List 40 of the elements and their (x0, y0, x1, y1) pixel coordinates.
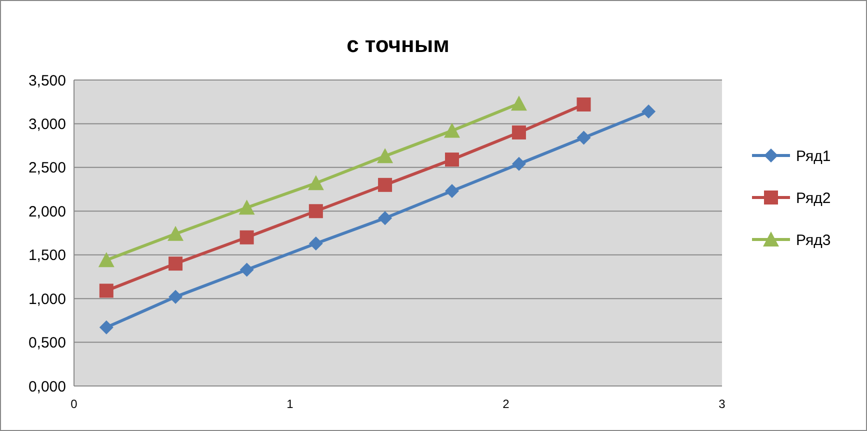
x-tick-label: 1 (286, 397, 294, 411)
point (378, 211, 392, 226)
point (308, 175, 324, 190)
y-tick-label: 0,000 (28, 378, 66, 396)
y-tick-label: 2,000 (28, 203, 66, 220)
x-tick-label: 3 (718, 397, 726, 411)
point (445, 152, 459, 167)
y-tick-label: 3,000 (28, 116, 66, 133)
x-tick-label: 0 (70, 397, 78, 411)
point (378, 178, 392, 192)
point (510, 96, 527, 111)
y-tick-label: 0,500 (28, 334, 66, 352)
x-tick-label: 2 (502, 397, 510, 411)
point (512, 125, 526, 140)
point (377, 148, 394, 164)
chart-title: с точным (346, 32, 450, 57)
legend-label: Ряд1 (796, 148, 831, 165)
point (444, 122, 460, 138)
legend-label: Ряд2 (796, 190, 831, 207)
y-tick-label: 3,500 (28, 72, 66, 90)
point (512, 156, 526, 171)
point (240, 230, 254, 244)
point (445, 184, 459, 198)
point (238, 200, 255, 215)
legend-label: Ряд3 (796, 232, 831, 249)
point (98, 252, 114, 268)
point (168, 290, 183, 304)
point (99, 320, 114, 334)
y-tick-label: 1,000 (28, 290, 66, 308)
point (308, 204, 323, 218)
point (99, 284, 114, 298)
point (308, 236, 323, 250)
point (240, 262, 254, 277)
point (642, 104, 656, 118)
y-tick-label: 1,500 (28, 247, 66, 264)
point (576, 97, 591, 112)
point (576, 130, 591, 145)
point (168, 226, 184, 241)
point (168, 256, 183, 271)
y-tick-label: 2,500 (28, 160, 66, 177)
